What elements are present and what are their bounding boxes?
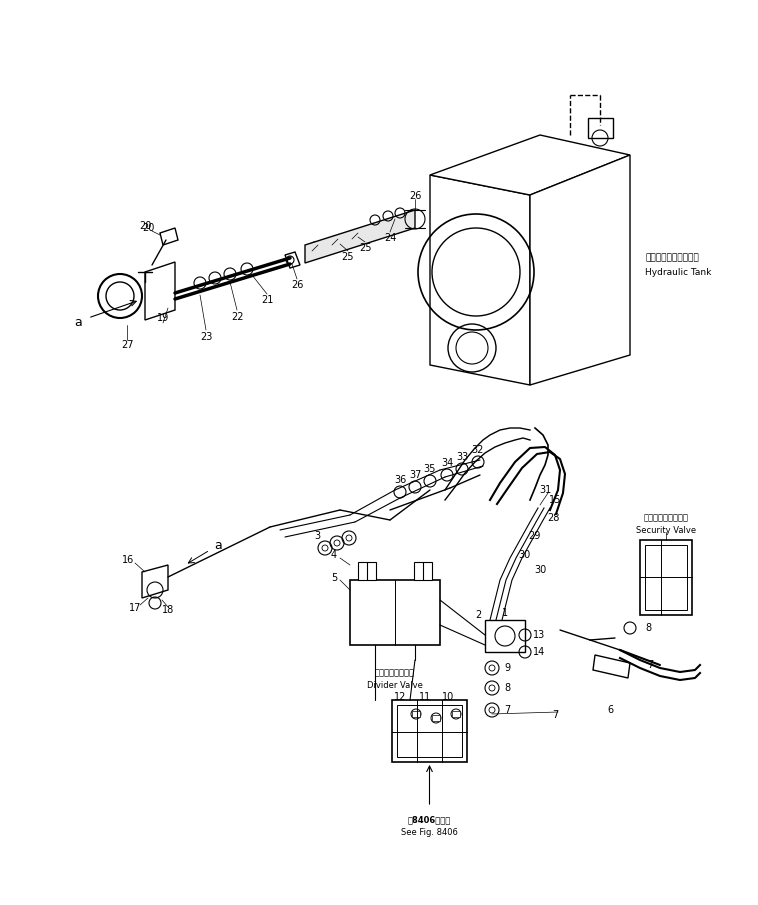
- Bar: [412, 711, 420, 717]
- Text: 20: 20: [142, 223, 154, 233]
- Bar: [358, 562, 376, 580]
- Polygon shape: [430, 175, 530, 385]
- Polygon shape: [285, 252, 300, 268]
- Text: 37: 37: [409, 470, 421, 480]
- Text: 13: 13: [533, 630, 545, 640]
- Text: 2: 2: [475, 610, 481, 620]
- Polygon shape: [145, 262, 175, 320]
- Text: 8: 8: [504, 683, 510, 693]
- Text: a: a: [214, 538, 222, 551]
- Polygon shape: [160, 228, 178, 245]
- Text: 25: 25: [359, 243, 371, 253]
- Text: 32: 32: [471, 445, 484, 455]
- Text: 34: 34: [441, 458, 453, 468]
- Text: 4: 4: [331, 550, 337, 560]
- Text: a: a: [74, 316, 82, 329]
- Text: 7: 7: [504, 705, 510, 715]
- Text: 18: 18: [162, 605, 174, 615]
- Polygon shape: [305, 210, 415, 263]
- Bar: [350, 580, 440, 645]
- Text: Hydraulic Tank: Hydraulic Tank: [645, 268, 711, 277]
- Text: セキュリティバルブ: セキュリティバルブ: [644, 513, 688, 522]
- Text: 8: 8: [645, 623, 651, 633]
- Text: 5: 5: [331, 573, 337, 583]
- Text: 19: 19: [157, 313, 169, 323]
- Bar: [588, 118, 613, 138]
- Bar: [432, 715, 440, 721]
- Text: 12: 12: [394, 692, 406, 702]
- Bar: [645, 545, 687, 610]
- Text: 22: 22: [230, 312, 243, 322]
- Text: See Fig. 8406: See Fig. 8406: [401, 827, 458, 836]
- Text: 36: 36: [394, 475, 406, 485]
- Bar: [397, 705, 462, 757]
- Text: 31: 31: [539, 485, 551, 495]
- Text: 3: 3: [314, 531, 320, 541]
- Text: 28: 28: [547, 513, 559, 523]
- Text: 27: 27: [121, 340, 133, 350]
- Text: 7: 7: [552, 710, 558, 720]
- Text: Divider Valve: Divider Valve: [367, 681, 423, 690]
- Bar: [485, 620, 525, 652]
- Text: 17: 17: [129, 603, 141, 613]
- Text: ハイドロリックタンク: ハイドロリックタンク: [645, 253, 699, 262]
- Text: 35: 35: [424, 464, 436, 474]
- Text: 29: 29: [528, 531, 540, 541]
- Text: 26: 26: [291, 280, 303, 290]
- Text: 30: 30: [534, 565, 546, 575]
- Text: 10: 10: [442, 692, 454, 702]
- Text: 14: 14: [533, 647, 545, 657]
- Text: 16: 16: [122, 555, 134, 565]
- Bar: [414, 562, 432, 580]
- Text: 囶8406図参照: 囶8406図参照: [408, 815, 451, 824]
- Text: 7: 7: [647, 660, 653, 670]
- Text: 15: 15: [549, 495, 561, 505]
- Polygon shape: [142, 565, 168, 598]
- Text: 26: 26: [409, 191, 421, 201]
- Text: 1: 1: [502, 608, 508, 618]
- Bar: [640, 540, 692, 615]
- Text: 33: 33: [456, 452, 468, 462]
- Text: 30: 30: [518, 550, 530, 560]
- Text: ディバイダバルブ: ディバイダバルブ: [375, 669, 415, 678]
- Bar: [392, 700, 467, 762]
- Bar: [452, 711, 460, 717]
- Text: 24: 24: [384, 233, 396, 243]
- Polygon shape: [593, 655, 630, 678]
- Polygon shape: [430, 135, 630, 195]
- Text: Security Valve: Security Valve: [636, 526, 696, 535]
- Text: 25: 25: [342, 252, 354, 262]
- Text: 6: 6: [607, 705, 613, 715]
- Text: 21: 21: [261, 295, 273, 305]
- Text: 20: 20: [139, 221, 151, 231]
- Text: 9: 9: [504, 663, 510, 673]
- Text: 11: 11: [419, 692, 431, 702]
- Text: 23: 23: [200, 332, 212, 342]
- Polygon shape: [530, 155, 630, 385]
